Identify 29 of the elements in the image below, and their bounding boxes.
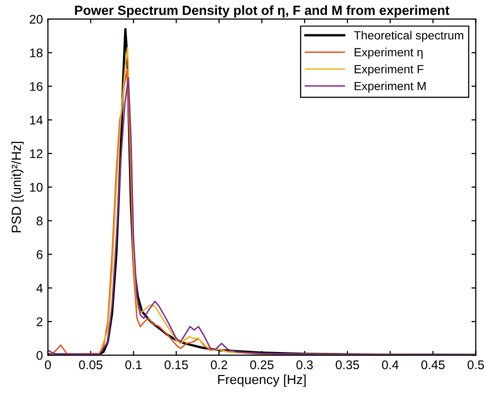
y-tick-label: 2 — [36, 317, 42, 326]
x-tick-label: 0.3 — [296, 360, 313, 370]
x-tick-label: 0.05 — [79, 360, 102, 370]
x-tick-label: 0.4 — [382, 360, 399, 370]
legend-label: Theoretical spectrum — [354, 30, 464, 42]
legend-label: Experiment M — [354, 82, 426, 93]
legend-label: Experiment F — [354, 64, 424, 76]
legend-label: Experiment η — [354, 48, 423, 59]
y-tick-label: 12 — [30, 149, 42, 158]
y-tick-label: 8 — [36, 216, 43, 226]
x-tick-label: 0.5 — [468, 360, 484, 370]
x-tick-label: 0.45 — [421, 360, 445, 370]
y-tick-label: 20 — [30, 14, 43, 24]
y-tick-label: 10 — [30, 182, 43, 192]
y-tick-label: 6 — [36, 250, 43, 259]
x-tick-label: 0 — [44, 360, 51, 370]
x-tick-label: 0.15 — [164, 360, 188, 370]
y-tick-label: 4 — [36, 284, 43, 292]
x-axis-title: Frequency [Hz] — [218, 374, 306, 387]
y-axis-title: PSD [(unit)²/Hz] — [11, 142, 24, 232]
y-tick-label: 0 — [36, 350, 43, 360]
chart-title: Power Spectrum Density plot of η, F and M from experiment — [75, 5, 450, 18]
x-tick-label: 0.35 — [336, 360, 360, 370]
x-tick-label: 0.1 — [125, 360, 142, 370]
y-tick-label: 18 — [30, 48, 43, 58]
y-tick-label: 16 — [30, 82, 43, 91]
x-tick-label: 0.2 — [210, 360, 228, 370]
x-tick-label: 0.25 — [250, 360, 274, 370]
y-tick-label: 14 — [30, 116, 43, 124]
